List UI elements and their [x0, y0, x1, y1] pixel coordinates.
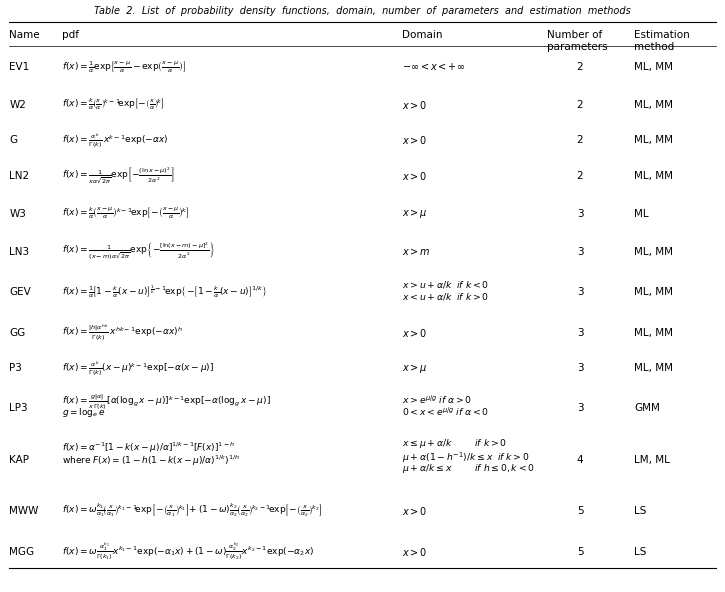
Text: ML, MM: ML, MM [634, 247, 674, 256]
Text: LN2: LN2 [9, 171, 30, 181]
Text: $x>u+\alpha/k\;$ if $k<0$: $x>u+\alpha/k\;$ if $k<0$ [402, 279, 489, 290]
Text: W3: W3 [9, 209, 26, 218]
Text: Estimation
method: Estimation method [634, 30, 690, 52]
Text: $g=\log_e e$: $g=\log_e e$ [62, 406, 105, 419]
Text: 3: 3 [576, 247, 584, 256]
Text: $x\leq\mu+\alpha/k$        if $k>0$: $x\leq\mu+\alpha/k$ if $k>0$ [402, 437, 508, 451]
Text: $f(x)=\frac{k}{\alpha}\!\left(\frac{x}{\alpha}\right)^{\!k-1}\!\exp\!\left[\!-\!: $f(x)=\frac{k}{\alpha}\!\left(\frac{x}{\… [62, 97, 165, 112]
Text: 2: 2 [576, 136, 584, 145]
Text: 3: 3 [576, 287, 584, 297]
Text: $\mu+\alpha/k\leq x$        if $h\leq0,k<0$: $\mu+\alpha/k\leq x$ if $h\leq0,k<0$ [402, 462, 535, 475]
Text: W2: W2 [9, 100, 26, 110]
Text: $x > \mu$: $x > \mu$ [402, 207, 428, 220]
Text: ML, MM: ML, MM [634, 171, 674, 181]
Text: $f(x)=\frac{1}{x\alpha\sqrt{2\pi}}\exp\!\left[-\frac{(\ln x-\mu)^{2}}{2\alpha^{2: $f(x)=\frac{1}{x\alpha\sqrt{2\pi}}\exp\!… [62, 166, 174, 186]
Text: $x > 0$: $x > 0$ [402, 504, 428, 517]
Text: MWW: MWW [9, 506, 39, 516]
Text: $x > 0$: $x > 0$ [402, 546, 428, 558]
Text: LS: LS [634, 547, 647, 556]
Text: $f(x)=\alpha^{-1}[1-k(x-\mu)/\alpha]^{1/k-1}[F(x)]^{1-h}$: $f(x)=\alpha^{-1}[1-k(x-\mu)/\alpha]^{1/… [62, 440, 235, 455]
Text: LS: LS [634, 506, 647, 516]
Text: Table  2.  List  of  probability  density  functions,  domain,  number  of  para: Table 2. List of probability density fun… [94, 6, 631, 16]
Text: EV1: EV1 [9, 62, 30, 72]
Text: 2: 2 [576, 171, 584, 181]
Text: 3: 3 [576, 209, 584, 218]
Text: 3: 3 [576, 404, 584, 413]
Text: 5: 5 [576, 506, 584, 516]
Text: KAP: KAP [9, 455, 30, 465]
Text: 2: 2 [576, 62, 584, 72]
Text: LM, ML: LM, ML [634, 455, 670, 465]
Text: 5: 5 [576, 547, 584, 556]
Text: $f(x)=\frac{1}{\alpha}\exp\!\left[\frac{x-\mu}{\alpha}-\exp\!\left(\frac{x-\mu}{: $f(x)=\frac{1}{\alpha}\exp\!\left[\frac{… [62, 59, 186, 75]
Text: $x > 0$: $x > 0$ [402, 327, 428, 339]
Text: $f(x)=\omega\frac{\alpha_1^{k_1}}{\Gamma(k_1)}x^{k_1-1}\exp(-\alpha_1 x)+(1-\ome: $f(x)=\omega\frac{\alpha_1^{k_1}}{\Gamma… [62, 541, 314, 562]
Text: ML, MM: ML, MM [634, 287, 674, 297]
Text: P3: P3 [9, 363, 22, 373]
Text: GMM: GMM [634, 404, 660, 413]
Text: $f(x)=\frac{g|\alpha|}{x\,\Gamma(k)}[\alpha(\log_g x-\mu)]^{k-1}\exp[-\alpha(\lo: $f(x)=\frac{g|\alpha|}{x\,\Gamma(k)}[\al… [62, 393, 270, 413]
Text: $f(x)=\frac{k}{\alpha}\!\left(\frac{x-\mu}{\alpha}\right)^{\!k-1}\!\exp\!\left[\: $f(x)=\frac{k}{\alpha}\!\left(\frac{x-\m… [62, 206, 189, 221]
Text: ML, MM: ML, MM [634, 328, 674, 337]
Text: ML, MM: ML, MM [634, 136, 674, 145]
Text: $f(x)=\frac{1}{\alpha}\!\left[1-\frac{k}{\alpha}(x-u)\right]^{\frac{1}{k}-1}\!\e: $f(x)=\frac{1}{\alpha}\!\left[1-\frac{k}… [62, 284, 268, 300]
Text: $x > \mu$: $x > \mu$ [402, 362, 428, 375]
Text: $f(x)=\frac{1}{(x-m)\alpha\sqrt{2\pi}}\exp\!\left\{-\frac{[\ln(x-m)-\mu]^{2}}{2\: $f(x)=\frac{1}{(x-m)\alpha\sqrt{2\pi}}\e… [62, 241, 215, 262]
Text: GEV: GEV [9, 287, 31, 297]
Text: $x<u+\alpha/k\;$ if $k>0$: $x<u+\alpha/k\;$ if $k>0$ [402, 291, 489, 303]
Text: ML, MM: ML, MM [634, 62, 674, 72]
Text: $x>e^{\mu/g}$ if $\alpha>0$: $x>e^{\mu/g}$ if $\alpha>0$ [402, 393, 473, 406]
Text: Domain: Domain [402, 30, 443, 40]
Text: G: G [9, 136, 17, 145]
Text: 3: 3 [576, 363, 584, 373]
Text: $f(x)=\frac{|h|\alpha^{hk}}{\Gamma(k)}\,x^{hk-1}\exp(-\alpha x)^{h}$: $f(x)=\frac{|h|\alpha^{hk}}{\Gamma(k)}\,… [62, 323, 183, 343]
Text: $x > 0$: $x > 0$ [402, 170, 428, 182]
Text: 2: 2 [576, 100, 584, 110]
Text: $\mu+\alpha(1-h^{-1})/k\leq x\;$ if $k>0$: $\mu+\alpha(1-h^{-1})/k\leq x\;$ if $k>0… [402, 450, 530, 465]
Text: pdf: pdf [62, 30, 78, 40]
Text: GG: GG [9, 328, 25, 337]
Text: $-\infty < x < +\infty$: $-\infty < x < +\infty$ [402, 62, 465, 72]
Text: $f(x)=\frac{\alpha^{k}}{\Gamma(k)}\,x^{k-1}\exp(-\alpha x)$: $f(x)=\frac{\alpha^{k}}{\Gamma(k)}\,x^{k… [62, 131, 168, 150]
Text: ML: ML [634, 209, 649, 218]
Text: $x > m$: $x > m$ [402, 246, 431, 257]
Text: $x > 0$: $x > 0$ [402, 134, 428, 146]
Text: 3: 3 [576, 328, 584, 337]
Text: $0<x<e^{\mu/g}$ if $\alpha<0$: $0<x<e^{\mu/g}$ if $\alpha<0$ [402, 406, 489, 418]
Text: $x > 0$: $x > 0$ [402, 99, 428, 111]
Text: ML, MM: ML, MM [634, 363, 674, 373]
Text: ML, MM: ML, MM [634, 100, 674, 110]
Text: MGG: MGG [9, 547, 35, 556]
Text: LP3: LP3 [9, 404, 28, 413]
Text: $f(x)=\frac{\alpha^{k}}{\Gamma(k)}(x-\mu)^{k-1}\exp[-\alpha(x-\mu)]$: $f(x)=\frac{\alpha^{k}}{\Gamma(k)}(x-\mu… [62, 359, 214, 378]
Text: Name: Name [9, 30, 40, 40]
Text: Number of
parameters: Number of parameters [547, 30, 608, 52]
Text: LN3: LN3 [9, 247, 30, 256]
Text: where $F(x)=(1-h(1-k(x-\mu)/\alpha)^{1/k})^{1/h}$: where $F(x)=(1-h(1-k(x-\mu)/\alpha)^{1/k… [62, 453, 239, 468]
Text: $f(x)=\omega\frac{k_1}{\alpha_1}\!\left(\frac{x}{\alpha_1}\right)^{\!k_1-1}\!\ex: $f(x)=\omega\frac{k_1}{\alpha_1}\!\left(… [62, 502, 322, 519]
Text: 4: 4 [576, 455, 584, 465]
